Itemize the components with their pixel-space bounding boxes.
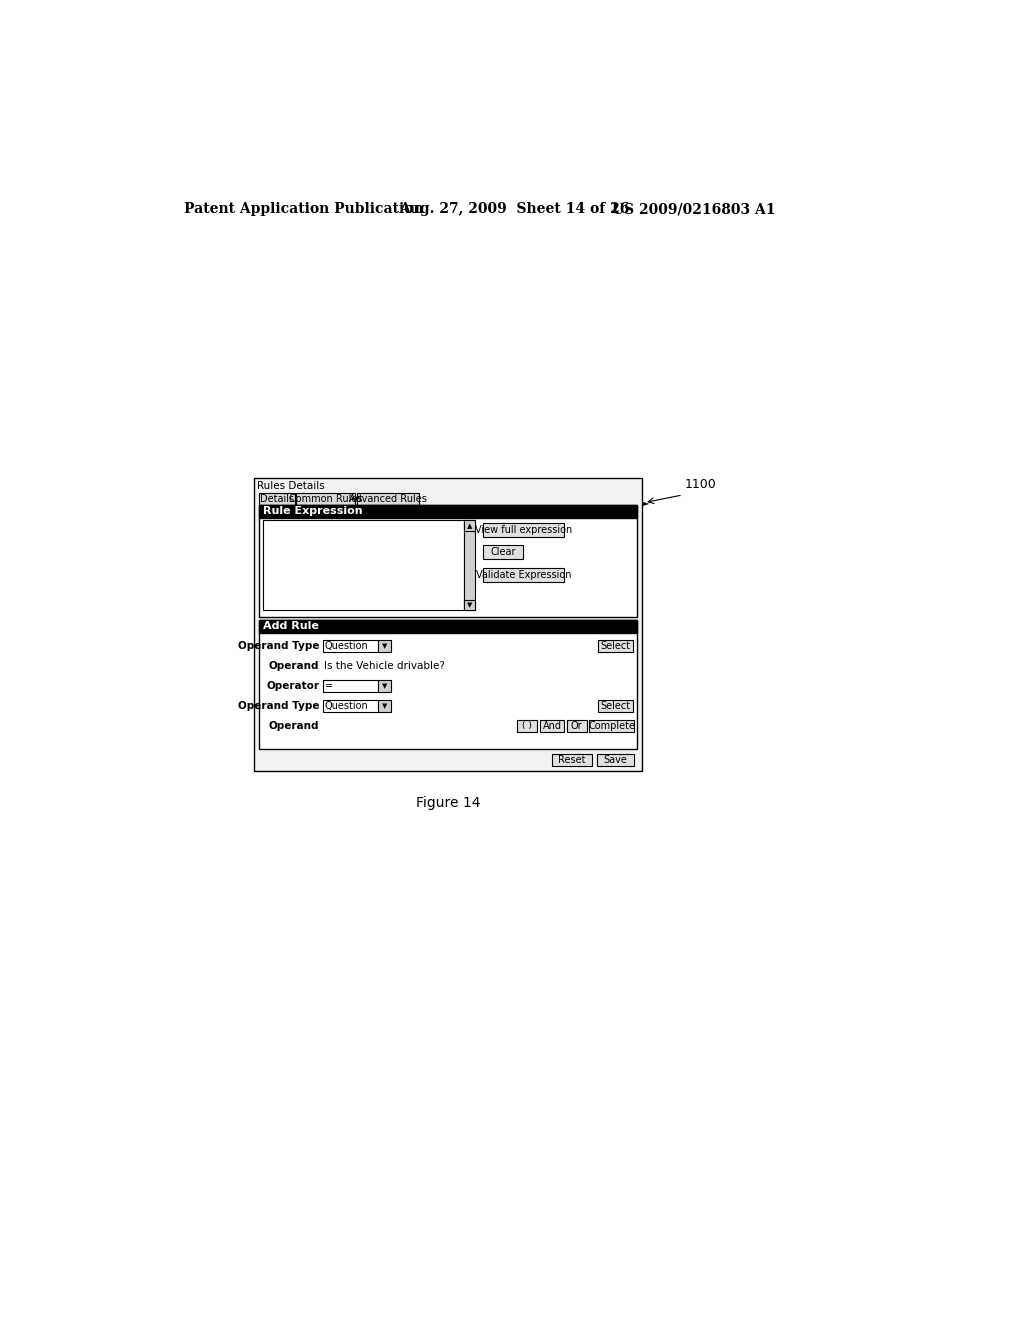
Bar <box>464 520 475 531</box>
Bar <box>378 640 391 652</box>
Bar <box>589 719 634 733</box>
Text: ▲: ▲ <box>467 523 472 529</box>
Bar <box>259 619 637 748</box>
Text: Question: Question <box>325 640 369 651</box>
Bar <box>540 719 564 733</box>
Bar <box>259 506 637 517</box>
Text: Operand Type: Operand Type <box>238 640 319 651</box>
Text: Aug. 27, 2009  Sheet 14 of 26: Aug. 27, 2009 Sheet 14 of 26 <box>399 202 630 216</box>
Text: Select: Select <box>600 701 631 711</box>
Text: Complete: Complete <box>588 721 635 731</box>
Bar <box>483 568 564 582</box>
Text: Advanced Rules: Advanced Rules <box>349 494 427 504</box>
Text: View full expression: View full expression <box>475 525 572 536</box>
Text: US 2009/0216803 A1: US 2009/0216803 A1 <box>612 202 776 216</box>
Text: Clear: Clear <box>490 546 516 557</box>
Bar <box>483 524 564 537</box>
Bar <box>254 478 642 771</box>
Bar <box>259 506 637 616</box>
Text: ▼: ▼ <box>382 702 387 709</box>
Bar <box>263 520 464 610</box>
Bar <box>464 599 475 610</box>
Text: Details: Details <box>260 494 294 504</box>
Text: Reset: Reset <box>558 755 586 764</box>
Text: Figure 14: Figure 14 <box>416 796 480 810</box>
Bar <box>483 545 523 558</box>
Bar <box>464 520 475 610</box>
Text: Common Rules: Common Rules <box>289 494 362 504</box>
Text: Rule Expression: Rule Expression <box>263 507 362 516</box>
Bar <box>552 754 592 766</box>
Bar <box>598 700 633 711</box>
Text: ►: ► <box>643 498 650 507</box>
Bar <box>378 680 391 692</box>
Text: ▼: ▼ <box>467 602 472 609</box>
Text: 1100: 1100 <box>684 478 716 491</box>
Text: ▼: ▼ <box>382 682 387 689</box>
Text: Operand: Operand <box>269 721 319 731</box>
Text: Question: Question <box>325 701 369 711</box>
Text: Validate Expression: Validate Expression <box>476 570 571 579</box>
Text: Patent Application Publication: Patent Application Publication <box>183 202 424 216</box>
Text: Save: Save <box>603 755 628 764</box>
Bar <box>259 619 637 632</box>
Text: Operand Type: Operand Type <box>238 701 319 711</box>
Bar <box>378 700 391 711</box>
Text: And: And <box>543 721 561 731</box>
Bar <box>356 492 419 506</box>
Text: ▼: ▼ <box>382 643 387 649</box>
Text: Add Rule: Add Rule <box>263 622 318 631</box>
Bar <box>517 719 538 733</box>
Text: Operand: Operand <box>269 661 319 671</box>
Text: =: = <box>325 681 333 690</box>
Bar <box>259 492 295 506</box>
Text: Rules Details: Rules Details <box>257 480 326 491</box>
Bar <box>598 640 633 652</box>
Bar <box>323 700 378 711</box>
Bar <box>296 492 355 506</box>
Bar <box>597 754 634 766</box>
Text: Is the Vehicle drivable?: Is the Vehicle drivable? <box>324 661 445 671</box>
Text: Or: Or <box>571 721 583 731</box>
Bar <box>566 719 587 733</box>
Text: ( ): ( ) <box>522 722 532 730</box>
Bar <box>323 680 378 692</box>
Bar <box>323 640 378 652</box>
Text: Select: Select <box>600 640 631 651</box>
Text: Operator: Operator <box>266 681 319 690</box>
